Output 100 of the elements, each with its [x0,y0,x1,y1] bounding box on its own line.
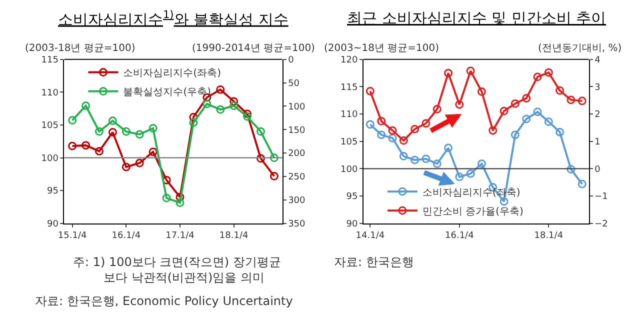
point [68,116,77,125]
y2-tick-label: 250 [288,172,306,183]
point [243,112,252,121]
point [108,128,117,136]
y-tick-label: 95 [346,192,358,202]
point [488,126,498,135]
y2-tick-label: 100 [288,102,306,112]
point [377,116,386,126]
y2-tick-label: −1 [594,192,608,202]
point [82,141,90,150]
y2-tick-label: 3 [594,82,600,93]
point [432,160,442,168]
point [230,102,238,110]
point [94,146,104,156]
y2-tick-label: 150 [288,126,306,136]
point [578,180,586,188]
point [162,176,171,184]
point [377,130,386,140]
point [270,154,278,162]
point [216,105,225,114]
text: 주: 1) 100보다 크면(작으면) 장기평균 보다 낙관적(비관적)임을 의미 [73,255,281,285]
y2-axis-title: (전년동기대비, %) [538,43,622,54]
point [477,87,486,96]
point [500,106,508,116]
point [466,169,475,178]
legend-label: 소비자심리지수(좌축) [123,68,222,80]
point [256,127,266,136]
y2-tick-label: 4 [594,56,601,66]
point [522,94,531,102]
point [410,124,420,134]
point [122,127,130,136]
point [189,112,198,122]
point [566,96,576,104]
point [444,68,453,78]
point [566,164,576,174]
y-tick-label: 100 [340,164,358,175]
y-tick-label: 105 [340,138,358,148]
point [366,86,374,96]
x-tick-label: 16.1/4 [445,231,474,242]
chart-title: 소비자심리지수$^{1)}$와 불확실성 지수 [58,9,288,28]
x-tick-label: 18.1/4 [219,231,249,242]
point [466,66,475,76]
point [270,172,278,180]
point [135,130,144,139]
point [455,100,464,109]
y2-tick-label: 0 [594,164,601,175]
y-tick-label: 90 [346,219,358,230]
point [410,156,420,164]
legend-label: 불확실성지수(우축) [123,87,212,98]
point [108,116,117,126]
y-tick-label: 110 [340,110,358,120]
y2-tick-label: 50 [288,78,300,89]
point [399,136,408,145]
point [388,126,397,135]
point [522,114,531,124]
point [82,102,90,110]
x-tick-label: 14.1/4 [356,231,385,242]
x-tick-label: 15.1/4 [58,231,87,242]
y-tick-label: 95 [46,186,58,197]
y-tick-label: 105 [41,121,58,132]
y-axis-title: (2003~18년 평균=100) [324,43,440,54]
point [510,130,520,140]
y-tick-label: 90 [46,219,59,230]
chart-title: 최근 소비자심리지수 및 민간소비 추이 [347,9,606,27]
point [148,124,158,133]
y2-axis-title: (1990-2014년 평균=100) [192,43,316,54]
point [189,118,198,127]
y2-tick-label: 350 [288,219,306,230]
point [68,142,77,150]
y2-tick-label: 1 [594,138,600,148]
point [477,160,486,168]
point [122,162,130,172]
point [422,154,430,164]
point [135,158,144,168]
y2-tick-label: 0 [288,56,294,66]
point [388,134,397,142]
text: 자료: 한국은행 [334,255,414,269]
y-tick-label: 115 [41,56,58,66]
point [216,85,225,94]
point [578,96,586,106]
y-tick-label: 115 [340,82,358,93]
point [556,128,564,136]
point [243,110,252,118]
y2-tick-label: 200 [288,149,306,160]
point [422,119,430,128]
point [176,198,184,207]
point [366,120,374,129]
y-tick-label: 100 [41,154,59,164]
point [510,99,520,108]
point [230,97,238,106]
point [500,197,508,206]
point [544,68,553,77]
point [556,86,564,95]
y2-tick-label: 2 [594,110,600,120]
text: 자료: 한국은행, Economic Policy Uncertainty [35,294,293,308]
point [202,100,212,108]
point [94,127,104,136]
x-tick-label: 16.1/4 [112,231,141,242]
point [444,144,453,152]
y-tick-label: 120 [340,56,358,66]
